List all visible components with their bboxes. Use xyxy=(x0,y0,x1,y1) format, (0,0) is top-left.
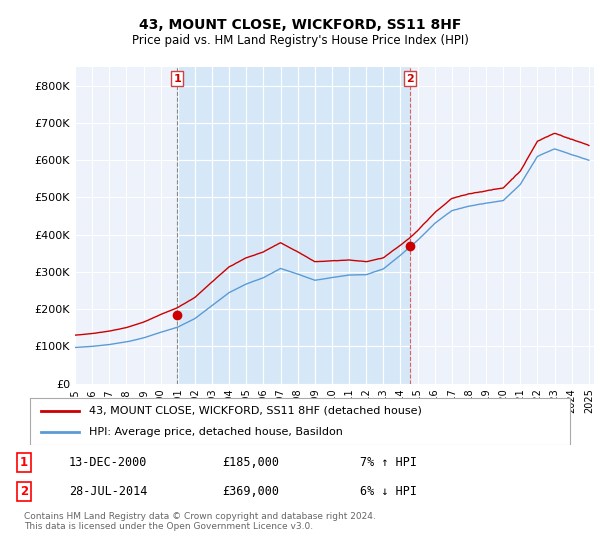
Text: Contains HM Land Registry data © Crown copyright and database right 2024.
This d: Contains HM Land Registry data © Crown c… xyxy=(24,512,376,531)
Text: 13-DEC-2000: 13-DEC-2000 xyxy=(69,456,148,469)
Text: 43, MOUNT CLOSE, WICKFORD, SS11 8HF (detached house): 43, MOUNT CLOSE, WICKFORD, SS11 8HF (det… xyxy=(89,406,422,416)
Bar xyxy=(177,67,410,384)
Text: 6% ↓ HPI: 6% ↓ HPI xyxy=(360,485,417,498)
Text: HPI: Average price, detached house, Basildon: HPI: Average price, detached house, Basi… xyxy=(89,427,343,437)
Text: 1: 1 xyxy=(20,456,28,469)
Text: 7% ↑ HPI: 7% ↑ HPI xyxy=(360,456,417,469)
Text: 43, MOUNT CLOSE, WICKFORD, SS11 8HF: 43, MOUNT CLOSE, WICKFORD, SS11 8HF xyxy=(139,18,461,32)
Text: Price paid vs. HM Land Registry's House Price Index (HPI): Price paid vs. HM Land Registry's House … xyxy=(131,34,469,47)
Text: £369,000: £369,000 xyxy=(222,485,279,498)
Text: 28-JUL-2014: 28-JUL-2014 xyxy=(69,485,148,498)
Text: 2: 2 xyxy=(406,73,413,83)
Text: £185,000: £185,000 xyxy=(222,456,279,469)
Text: 2: 2 xyxy=(20,485,28,498)
Text: 1: 1 xyxy=(173,73,181,83)
